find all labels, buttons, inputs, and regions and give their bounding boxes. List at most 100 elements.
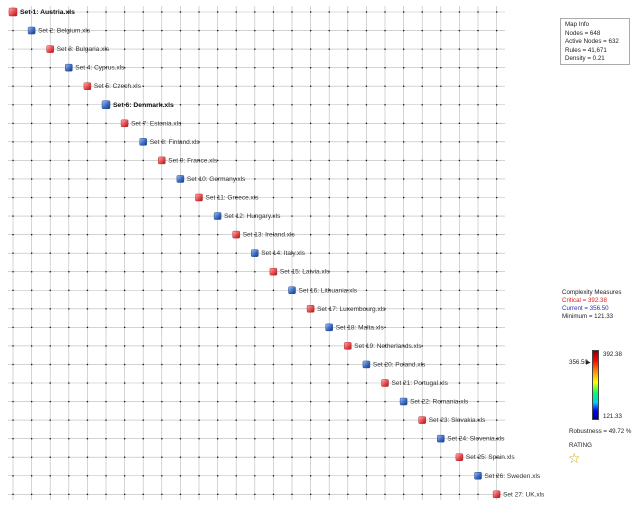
grid-dot [235,363,237,366]
grid-dot [477,178,479,180]
grid-dot [49,456,51,458]
set-node[interactable] [101,100,111,109]
grid-dot [384,475,386,477]
grid-dot [403,159,405,162]
grid-dot [310,29,312,32]
grid-dot [384,104,386,106]
grid-dot [68,48,70,50]
grid-dot [310,196,312,199]
grid-dot [384,11,386,13]
set-node[interactable] [158,156,166,165]
grid-dot [86,326,89,329]
grid-dot [86,493,89,495]
grid-dot [310,289,312,291]
set-node[interactable] [251,249,259,257]
set-node[interactable] [176,175,185,183]
set-node[interactable] [195,193,203,202]
grid-dot [310,122,312,124]
grid-dot [347,475,349,477]
set-node[interactable] [8,7,18,17]
rating-label: RATING [569,442,592,449]
grid-dot [403,252,405,254]
grid-dot [254,234,256,236]
grid-dot [124,326,126,329]
grid-dot [365,475,368,477]
set-node[interactable] [65,63,73,72]
grid-dot [291,456,293,458]
grid-dot [365,159,368,162]
set-node-label: Set 3: Bulgaria.xls [57,46,110,53]
grid-dot [161,345,163,347]
grid-dot [198,400,200,403]
grid-dot [291,345,293,347]
grid-dot [458,67,461,69]
set-node[interactable] [120,119,129,128]
grid-dot [49,122,51,124]
grid-dot [49,438,51,440]
grid-dot [440,363,442,366]
complexity-critical: Critical = 392.38 [562,296,607,304]
grid-dot [49,104,51,106]
set-node[interactable] [27,26,36,35]
grid-dot [68,11,70,13]
grid-dot [235,419,237,421]
grid-dot [272,85,275,87]
grid-dot [384,308,386,310]
grid-dot [254,363,256,366]
colorbar-min-label: 121.33 [603,413,622,420]
grid-dot [49,308,51,310]
grid-dot [477,159,479,162]
set-node[interactable] [213,212,222,220]
set-node[interactable] [455,453,464,461]
grid-dot [310,363,312,366]
grid-dot [105,29,107,32]
set-node[interactable] [139,138,147,146]
grid-dot [272,11,275,13]
grid-dot [384,67,386,69]
set-node[interactable] [474,472,482,480]
set-node[interactable] [269,267,278,276]
grid-dot [68,289,70,291]
grid-dot [49,85,51,87]
grid-dot [496,48,498,50]
set-node[interactable] [83,82,92,90]
grid-dot [291,85,293,87]
set-node[interactable] [381,379,389,387]
grid-dot [86,438,89,440]
grid-dot [254,196,256,199]
grid-dot [310,456,312,458]
grid-dot [198,493,200,495]
grid-dot [161,363,163,366]
set-node[interactable] [232,230,240,239]
set-node[interactable] [46,45,54,53]
grid-dot [496,438,498,440]
grid-dot [254,308,256,310]
grid-dot [124,400,126,403]
grid-dot [161,215,163,217]
grid-dot [105,475,107,477]
set-node[interactable] [325,323,333,332]
set-node[interactable] [288,286,296,294]
grid-dot [403,271,405,273]
grid-dot [124,48,126,50]
set-node[interactable] [492,490,501,499]
grid-dot [86,363,89,366]
set-node[interactable] [418,416,426,424]
grid-dot [179,48,182,50]
grid-dot [68,308,70,310]
set-node[interactable] [437,434,445,443]
grid-dot [496,104,498,106]
set-node[interactable] [344,342,352,350]
set-node[interactable] [362,360,371,369]
set-node[interactable] [306,305,315,313]
grid-dot [49,215,51,217]
grid-dot [272,141,275,143]
grid-dot [217,326,219,329]
grid-dot [12,363,14,366]
set-node[interactable] [399,397,408,406]
grid-dot [217,419,219,421]
grid-dot [440,271,442,273]
grid-dot [198,11,200,13]
grid-dot [235,382,237,384]
grid-dot [328,271,330,273]
